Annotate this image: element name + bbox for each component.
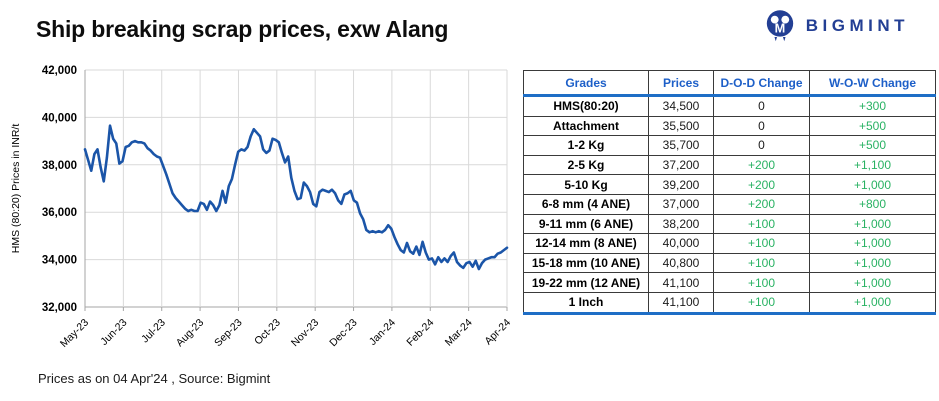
wow-change-cell: +1,000	[809, 291, 936, 315]
column-header: D-O-D Change	[713, 70, 810, 97]
grade-cell: 12-14 mm (8 ANE)	[523, 233, 649, 254]
table-row: 6-8 mm (4 ANE) 37,000 +200 +800	[523, 193, 936, 215]
wow-change-cell: +500	[809, 135, 936, 156]
table-row: 1 Inch 41,100 +100 +1,000	[523, 291, 936, 315]
bigmint-logo-icon: M	[766, 10, 793, 42]
x-tick-label: Dec-23	[327, 317, 360, 350]
dod-change-cell: +100	[713, 272, 810, 293]
x-tick-label: Sep-23	[212, 317, 245, 350]
price-chart: 32,000 34,000 36,000 38,000 40,000 42,000 May-…	[10, 65, 513, 350]
table-row: 12-14 mm (8 ANE) 40,000 +100 +1,000	[523, 233, 936, 254]
grade-cell: 6-8 mm (4 ANE)	[523, 193, 649, 215]
dod-change-cell: +100	[713, 252, 810, 274]
x-tick-label: Nov-23	[289, 317, 322, 350]
dod-change-cell: +200	[713, 193, 810, 215]
price-cell: 39,200	[648, 174, 714, 195]
price-chart-container: 32,000 34,000 36,000 38,000 40,000 42,000 May-…	[2, 57, 520, 394]
grade-cell: Attachment	[523, 115, 649, 137]
price-cell: 35,700	[648, 135, 714, 156]
table-row: 19-22 mm (12 ANE) 41,100 +100 +1,000	[523, 272, 936, 293]
y-tick-label: 38,000	[42, 160, 77, 172]
table-row: 9-11 mm (6 ANE) 38,200 +100 +1,000	[523, 213, 936, 235]
x-tick-label: Jan-24	[367, 317, 398, 348]
y-tick-label: 32,000	[42, 302, 77, 314]
x-tick-label: Feb-24	[404, 317, 436, 349]
grade-cell: 2-5 Kg	[523, 154, 649, 176]
price-cell: 35,500	[648, 115, 714, 137]
column-header: Prices	[648, 70, 714, 97]
grade-cell: 15-18 mm (10 ANE)	[523, 252, 649, 274]
dod-change-cell: 0	[713, 115, 810, 137]
table-row: 1-2 Kg 35,700 0 +500	[523, 135, 936, 156]
price-cell: 38,200	[648, 213, 714, 235]
price-cell: 41,100	[648, 272, 714, 293]
y-tick-label: 42,000	[42, 65, 77, 77]
wow-change-cell: +1,000	[809, 213, 936, 235]
price-line-series	[83, 124, 509, 271]
table-row: 2-5 Kg 37,200 +200 +1,100	[523, 154, 936, 176]
y-tick-label: 36,000	[42, 207, 77, 219]
source-note: Prices as on 04 Apr'24 , Source: Bigmint	[38, 371, 271, 386]
table-row: 15-18 mm (10 ANE) 40,800 +100 +1,000	[523, 252, 936, 274]
table-row: HMS(80:20) 34,500 0 +300	[523, 95, 936, 117]
column-header: W-O-W Change	[809, 70, 936, 97]
wow-change-cell: +1,000	[809, 252, 936, 274]
price-cell: 40,000	[648, 233, 714, 254]
x-tick-label: May-23	[58, 317, 91, 350]
dod-change-cell: +100	[713, 213, 810, 235]
dod-change-cell: +200	[713, 174, 810, 195]
wow-change-cell: +500	[809, 115, 936, 137]
x-tick-label: Jun-23	[98, 317, 129, 348]
wow-change-cell: +300	[809, 95, 936, 117]
svg-text:M: M	[774, 20, 785, 35]
price-cell: 34,500	[648, 95, 714, 117]
wow-change-cell: +1,000	[809, 233, 936, 254]
dod-change-cell: 0	[713, 95, 810, 117]
grade-price-table: Grades Prices D-O-D Change W-O-W Change HMS…	[523, 70, 936, 315]
wow-change-cell: +800	[809, 193, 936, 215]
price-cell: 37,200	[648, 154, 714, 176]
dod-change-cell: +200	[713, 154, 810, 176]
price-cell: 41,100	[648, 291, 714, 315]
wow-change-cell: +1,000	[809, 272, 936, 293]
dod-change-cell: +100	[713, 291, 810, 315]
grade-cell: 1-2 Kg	[523, 135, 649, 156]
page-title: Ship breaking scrap prices, exw Alang	[36, 16, 449, 42]
column-header: Grades	[523, 70, 649, 97]
y-tick-label: 34,000	[42, 255, 77, 267]
table-row: Attachment 35,500 0 +500	[523, 115, 936, 137]
table-row: 5-10 Kg 39,200 +200 +1,000	[523, 174, 936, 195]
wow-change-cell: +1,000	[809, 174, 936, 195]
x-tick-label: Apr-24	[482, 317, 513, 348]
grade-cell: 19-22 mm (12 ANE)	[523, 272, 649, 293]
grade-cell: 5-10 Kg	[523, 174, 649, 195]
dod-change-cell: 0	[713, 135, 810, 156]
bigmint-logo: M BIGMINT	[763, 9, 909, 43]
grade-cell: HMS(80:20)	[523, 95, 649, 117]
y-axis-title: HMS (80:20) Prices in INR/t	[10, 124, 22, 254]
x-tick-label: Aug-23	[174, 317, 207, 350]
grade-cell: 1 Inch	[523, 291, 649, 315]
x-tick-label: Jul-23	[139, 317, 168, 346]
price-cell: 37,000	[648, 193, 714, 215]
bigmint-logo-text: BIGMINT	[805, 16, 909, 35]
dod-change-cell: +100	[713, 233, 810, 254]
grade-cell: 9-11 mm (6 ANE)	[523, 213, 649, 235]
wow-change-cell: +1,100	[809, 154, 936, 176]
x-tick-label: Mar-24	[443, 317, 475, 349]
y-tick-label: 40,000	[42, 112, 77, 124]
price-cell: 40,800	[648, 252, 714, 274]
x-tick-label: Oct-23	[252, 317, 283, 348]
table-header: Grades Prices D-O-D Change W-O-W Change	[523, 70, 936, 97]
